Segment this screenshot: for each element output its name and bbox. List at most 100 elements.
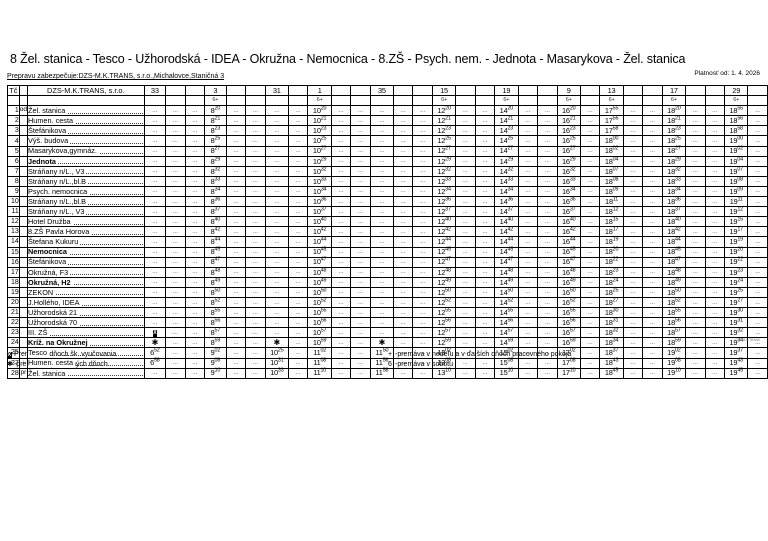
- header-course-number[interactable]: [579, 84, 601, 97]
- table-row: 16 Štefánikova......... 847............ 104…: [7, 256, 768, 268]
- time-cell: 1857: [661, 327, 687, 339]
- stop-name[interactable]: Masarykova,gymnáz.: [27, 145, 145, 157]
- time-cell-empty: ...: [642, 256, 663, 268]
- header-course-number[interactable]: [165, 84, 186, 97]
- time-cell-empty: ...: [642, 327, 663, 339]
- stop-name[interactable]: Okružná, F3: [27, 266, 145, 278]
- time-cell: 1823: [661, 125, 687, 137]
- stop-direction: [18, 276, 29, 288]
- time-cell-empty: ...: [165, 165, 186, 177]
- stop-name[interactable]: Štefánikova: [27, 256, 145, 268]
- header-course-number[interactable]: [350, 84, 371, 97]
- header-course-number[interactable]: 33: [143, 84, 167, 97]
- header-course-number[interactable]: 13: [599, 84, 624, 97]
- time-cell-empty: ...: [517, 135, 539, 147]
- header-course-number[interactable]: 19: [494, 84, 519, 97]
- stop-name[interactable]: Stráňany n/L.,bl.B: [27, 196, 145, 208]
- time-cell-empty: ...: [517, 175, 539, 187]
- time-cell: 1758: [599, 125, 624, 137]
- stop-name[interactable]: Okružná, H2: [27, 276, 145, 288]
- header-course-number[interactable]: 3: [204, 84, 227, 97]
- time-cell-empty: ...: [622, 367, 644, 379]
- time-cell-empty: ...: [474, 175, 496, 187]
- time-cell: 1645: [556, 246, 581, 258]
- table-row: 2 Humen. cesta......... 821............ 102…: [7, 115, 768, 127]
- time-cell-empty: ...: [579, 165, 601, 177]
- time-cell-empty: ...: [264, 115, 289, 127]
- stop-name[interactable]: Stráňany n/L.,bl.B: [27, 175, 145, 187]
- time-cell-empty: ...: [184, 135, 206, 147]
- stop-name[interactable]: Užhorodská 21: [27, 307, 145, 319]
- stop-name[interactable]: Jednota: [27, 155, 145, 167]
- header-course-number[interactable]: [330, 84, 352, 97]
- header-course-number[interactable]: [287, 84, 309, 97]
- header-course-number[interactable]: [622, 84, 644, 97]
- stop-name[interactable]: J.Hollého, IDEA: [27, 296, 145, 309]
- time-cell-empty: ...: [330, 236, 352, 248]
- time-cell-empty: ...: [369, 196, 394, 208]
- time-cell-empty: ...: [704, 196, 726, 208]
- stop-name[interactable]: III. ZŠ: [27, 327, 145, 339]
- time-cell-empty: ...: [184, 155, 206, 167]
- time-cell-empty: ...: [184, 276, 206, 288]
- header-course-number[interactable]: [474, 84, 496, 97]
- time-cell-empty: ...: [245, 276, 266, 288]
- stop-direction: [18, 135, 29, 147]
- header-course-number[interactable]: [245, 84, 266, 97]
- header-course-number[interactable]: 35: [369, 84, 394, 97]
- header-course-number[interactable]: [392, 84, 414, 97]
- stop-name[interactable]: Štefánikova: [27, 125, 145, 137]
- time-cell-empty: ...: [264, 266, 289, 278]
- time-cell-empty: ...: [287, 206, 309, 218]
- header-course-number[interactable]: 31: [264, 84, 289, 97]
- time-cell-empty: ...: [685, 367, 706, 379]
- stop-number: 8: [7, 175, 20, 187]
- header-course-number[interactable]: 15: [431, 84, 457, 97]
- stop-name[interactable]: Psych. nemocnica: [27, 185, 145, 198]
- header-course-number[interactable]: [455, 84, 476, 97]
- stop-name[interactable]: 8.ZŠ Pavla Horova: [27, 226, 145, 238]
- header-course-number[interactable]: [642, 84, 663, 97]
- header-course-number[interactable]: [412, 84, 433, 97]
- stop-name[interactable]: ZEKON: [27, 286, 145, 298]
- header-course-number[interactable]: [685, 84, 706, 97]
- time-cell-empty: ...: [225, 236, 247, 248]
- time-cell-empty: ...: [392, 216, 414, 228]
- time-cell-empty: ...: [642, 367, 663, 379]
- header-course-number[interactable]: [225, 84, 247, 97]
- header-course-number[interactable]: 9: [556, 84, 581, 97]
- stop-name[interactable]: Štefana Kukuru: [27, 236, 145, 248]
- header-course-number[interactable]: [704, 84, 726, 97]
- header-course-number[interactable]: [184, 84, 206, 97]
- time-cell-empty: ...: [704, 216, 726, 228]
- header-course-number[interactable]: 1: [307, 84, 332, 97]
- time-cell-empty: ...: [165, 226, 186, 238]
- time-cell-empty: ...: [165, 185, 186, 198]
- stop-name[interactable]: Kríž. na Okružnej: [27, 337, 145, 349]
- time-cell: 1110: [307, 367, 332, 379]
- time-cell: 1232: [431, 165, 457, 177]
- header-course-number[interactable]: [747, 84, 768, 97]
- time-cell: 1827: [661, 145, 687, 157]
- stop-name[interactable]: Žel. stanica: [27, 367, 145, 379]
- stop-name[interactable]: Stráňany n/L., V3: [27, 206, 145, 218]
- stop-name[interactable]: Žel. stanica: [27, 105, 145, 117]
- time-cell-empty: ...: [412, 145, 433, 157]
- stop-name[interactable]: Užhorodská 70: [27, 317, 145, 329]
- stop-name[interactable]: Výš. budova: [27, 135, 145, 147]
- time-cell-empty: ...: [455, 185, 476, 198]
- time-cell-empty: ...: [350, 276, 371, 288]
- saturday-icon: 6: [388, 361, 392, 369]
- time-cell-empty: ...: [369, 276, 394, 288]
- time-cell-empty: ...: [537, 307, 558, 319]
- stop-name[interactable]: Stráňany n/L., V3: [27, 165, 145, 177]
- table-row: 22 Užhorodská 70......... 856............ 1…: [7, 317, 768, 329]
- stop-name[interactable]: Hotel Družba: [27, 216, 145, 228]
- header-course-number[interactable]: 29: [724, 84, 749, 97]
- header-course-number[interactable]: [517, 84, 539, 97]
- header-course-number[interactable]: 17: [661, 84, 687, 97]
- stop-name[interactable]: Nemocnica: [27, 246, 145, 258]
- time-cell: 1904: [724, 155, 749, 167]
- header-course-number[interactable]: [537, 84, 558, 97]
- stop-name[interactable]: Humen. cesta: [27, 115, 145, 127]
